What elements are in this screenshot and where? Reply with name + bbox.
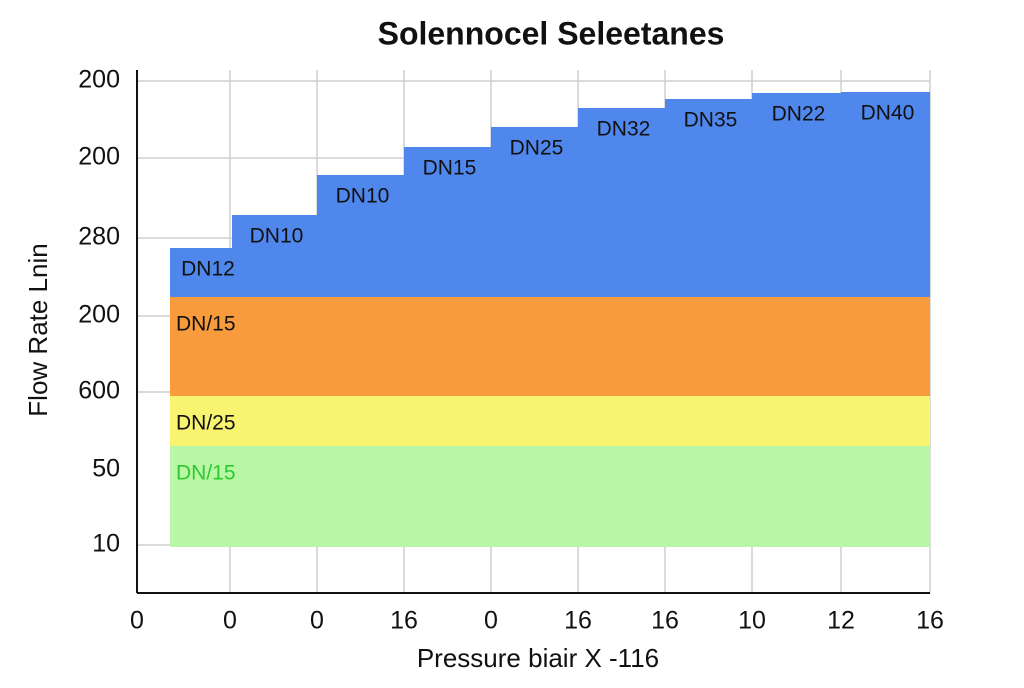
band: [170, 446, 930, 547]
x-tick-label: 16: [564, 607, 592, 635]
x-tick-label: 16: [651, 607, 679, 635]
x-tick-label: 16: [916, 607, 944, 635]
y-tick-label: 10: [92, 530, 120, 558]
y-tick-label: 600: [78, 377, 120, 405]
step-label: DN15: [423, 157, 477, 180]
step-label: DN40: [861, 102, 915, 125]
step-area: [170, 92, 930, 297]
step-label: DN35: [684, 109, 738, 132]
x-tick-label: 0: [223, 607, 237, 635]
y-tick-label: 200: [78, 66, 120, 94]
step-label: DN10: [336, 185, 390, 208]
x-tick-label: 0: [130, 607, 144, 635]
band-label: DN/15: [176, 313, 236, 336]
band-label: DN/25: [176, 412, 236, 435]
band-label: DN/15: [176, 462, 236, 485]
step-label: DN22: [772, 103, 826, 126]
band: [170, 297, 930, 396]
band: [170, 396, 930, 446]
chart-title: Solennocel Seleetanes: [378, 15, 725, 51]
step-label: DN32: [597, 118, 651, 141]
x-tick-label: 0: [484, 607, 498, 635]
step-label: DN25: [510, 137, 564, 160]
y-tick-label: 200: [78, 301, 120, 329]
y-tick-label: 200: [78, 143, 120, 171]
y-tick-label: 50: [92, 455, 120, 483]
step-label: DN12: [181, 258, 235, 281]
y-tick-label: 280: [78, 223, 120, 251]
x-tick-label: 12: [827, 607, 855, 635]
plot-area: DN/15 DN/25 DN/15 DN12 DN10 DN10 DN15 DN25 DN32 D…: [78, 66, 944, 635]
x-tick-label: 0: [310, 607, 324, 635]
x-tick-label: 10: [738, 607, 766, 635]
x-axis-label: Pressure biair X -116: [417, 643, 659, 673]
y-axis-label: Flow Rate Lnin: [23, 243, 53, 416]
x-tick-label: 16: [390, 607, 418, 635]
step-label: DN10: [250, 225, 304, 248]
